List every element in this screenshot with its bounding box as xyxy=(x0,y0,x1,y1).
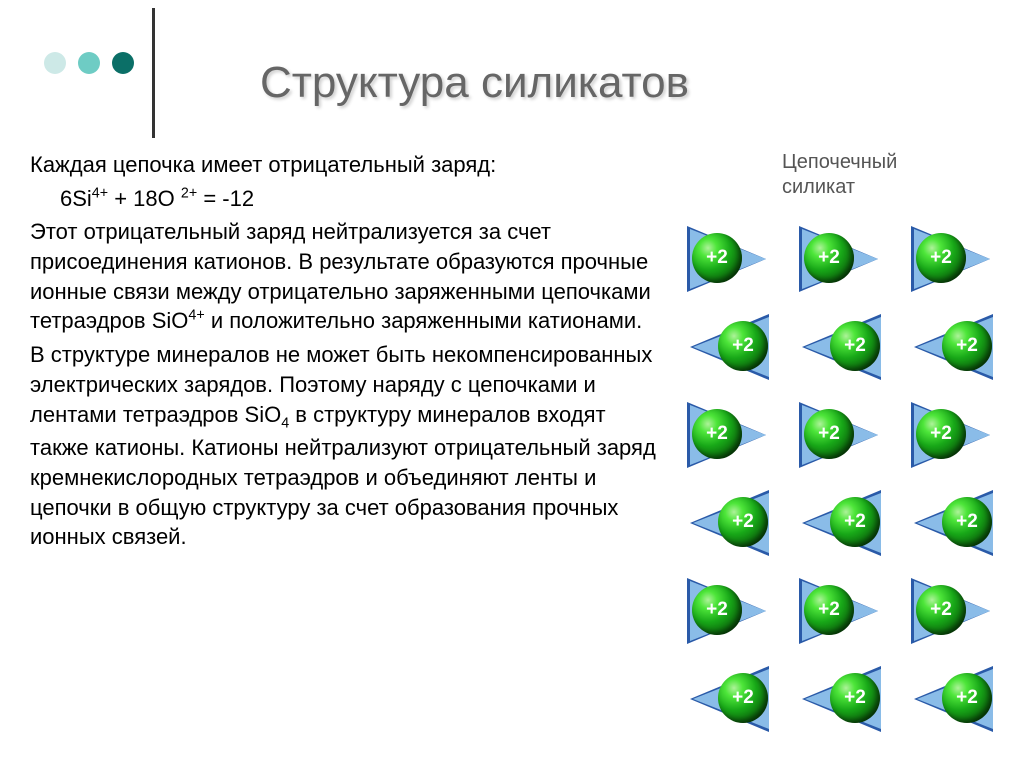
tetrahedron-unit: +2 xyxy=(914,391,994,479)
silicate-chain-diagram: +2 +2 +2 +2 +2 +2 +2 +2 +2 +2 +2 +2 +2 +2 +2 +2 +2 +2 xyxy=(690,215,1010,755)
paragraph-1: Каждая цепочка имеет отрицательный заряд… xyxy=(30,150,670,180)
vertical-divider xyxy=(152,8,155,138)
cation-sphere: +2 xyxy=(830,321,880,371)
cation-sphere: +2 xyxy=(718,321,768,371)
tetrahedron-unit: +2 xyxy=(690,567,770,655)
cation-sphere: +2 xyxy=(804,585,854,635)
cation-sphere: +2 xyxy=(942,673,992,723)
tetrahedron-unit: +2 xyxy=(690,479,770,567)
tetrahedron-unit: +2 xyxy=(690,391,770,479)
tetrahedron-unit: +2 xyxy=(914,567,994,655)
tetrahedron-unit: +2 xyxy=(914,655,994,743)
cation-sphere: +2 xyxy=(830,673,880,723)
tetrahedron-unit: +2 xyxy=(690,655,770,743)
tetrahedron-unit: +2 xyxy=(802,215,882,303)
tetrahedron-unit: +2 xyxy=(802,655,882,743)
tetrahedron-unit: +2 xyxy=(802,303,882,391)
paragraph-3: В структуре минералов не может быть неко… xyxy=(30,340,670,552)
tetrahedron-unit: +2 xyxy=(690,215,770,303)
diagram-caption-line1: Цепочечный xyxy=(782,151,897,173)
cation-sphere: +2 xyxy=(916,233,966,283)
cation-sphere: +2 xyxy=(916,585,966,635)
cation-sphere: +2 xyxy=(718,673,768,723)
slide-title: Структура силикатов xyxy=(260,58,689,108)
cation-sphere: +2 xyxy=(718,497,768,547)
cation-sphere: +2 xyxy=(942,497,992,547)
tetrahedron-unit: +2 xyxy=(690,303,770,391)
cation-sphere: +2 xyxy=(916,409,966,459)
formula: 6Si4+ + 18O 2+ = -12 xyxy=(30,184,670,214)
cation-sphere: +2 xyxy=(804,233,854,283)
cation-sphere: +2 xyxy=(692,233,742,283)
tetrahedron-unit: +2 xyxy=(802,479,882,567)
tetrahedron-unit: +2 xyxy=(914,215,994,303)
paragraph-2: Этот отрицательный заряд нейтрализуется … xyxy=(30,217,670,336)
diagram-caption: Цепочечный силикат xyxy=(782,150,897,200)
cation-sphere: +2 xyxy=(804,409,854,459)
tetrahedron-unit: +2 xyxy=(802,391,882,479)
cation-sphere: +2 xyxy=(692,585,742,635)
cation-sphere: +2 xyxy=(692,409,742,459)
decorative-dots xyxy=(44,52,134,74)
body-text: Каждая цепочка имеет отрицательный заряд… xyxy=(30,150,670,556)
dot-3 xyxy=(112,52,134,74)
cation-sphere: +2 xyxy=(830,497,880,547)
dot-1 xyxy=(44,52,66,74)
cation-sphere: +2 xyxy=(942,321,992,371)
tetrahedron-unit: +2 xyxy=(914,479,994,567)
tetrahedron-unit: +2 xyxy=(914,303,994,391)
dot-2 xyxy=(78,52,100,74)
tetrahedron-unit: +2 xyxy=(802,567,882,655)
diagram-caption-line2: силикат xyxy=(782,176,855,198)
